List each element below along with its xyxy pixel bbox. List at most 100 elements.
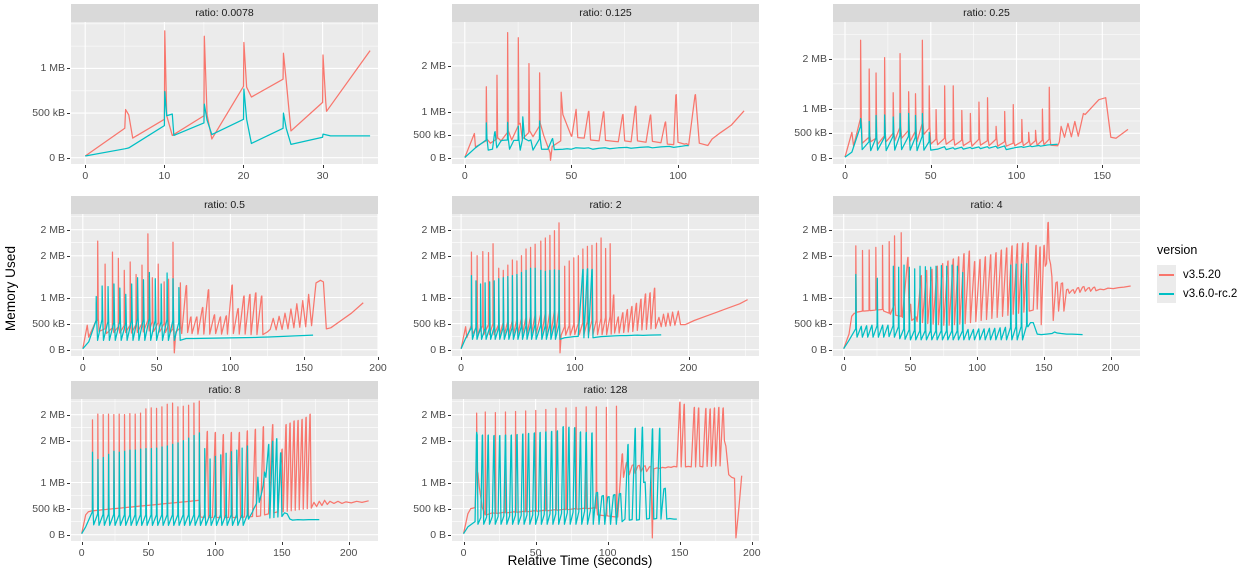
y-tick-label: 500 kB [413, 502, 446, 515]
x-tick-label: 100 [566, 362, 584, 374]
y-tick-mark [829, 158, 832, 160]
y-tick-mark [67, 255, 70, 257]
x-tick-mark [688, 357, 690, 360]
y-tick-label: 0 B [430, 152, 446, 165]
x-tick-label: 150 [670, 547, 689, 559]
y-tick-label: 0 B [811, 152, 827, 165]
y-tick-label: 2 MB [802, 249, 827, 262]
x-tick-label: 200 [1101, 362, 1120, 374]
y-tick-mark [67, 414, 70, 416]
plot-area [833, 22, 1140, 164]
y-tick-mark [829, 108, 832, 110]
x-tick-mark [535, 542, 537, 545]
y-tick-label: 1 MB [802, 291, 827, 304]
x-tick-mark [348, 542, 350, 545]
x-tick-label: 0 [461, 170, 468, 182]
x-tick-mark [751, 542, 753, 545]
y-tick-label: 2 MB [40, 249, 65, 262]
x-tick-mark [1110, 357, 1112, 360]
y-tick-label: 0 B [430, 528, 446, 541]
y-tick-label: 500 kB [413, 317, 446, 330]
legend-color-swatch [1157, 284, 1176, 303]
y-tick-label: 0 B [49, 343, 65, 356]
x-tick-label: 100 [1007, 170, 1026, 182]
x-tick-label: 10 [158, 170, 171, 182]
x-tick-mark [461, 357, 463, 360]
x-tick-label: 0 [460, 547, 467, 559]
y-tick-label: 500 kB [794, 317, 827, 330]
y-tick-label: 0 B [49, 528, 65, 541]
legend-title: version [1157, 243, 1198, 257]
x-tick-mark [1043, 357, 1045, 360]
x-tick-label: 150 [295, 362, 313, 374]
y-tick-label: 1 MB [421, 476, 446, 489]
plot-area [833, 214, 1140, 356]
x-tick-label: 0 [842, 170, 848, 182]
x-tick-label: 50 [904, 362, 917, 374]
y-tick-mark [448, 297, 451, 299]
x-tick-label: 0 [82, 170, 89, 182]
y-tick-label: 2 MB [40, 434, 65, 447]
y-tick-mark [67, 349, 70, 351]
x-tick-mark [215, 542, 217, 545]
y-tick-label: 2 MB [421, 434, 446, 447]
x-tick-mark [322, 165, 324, 168]
x-tick-label: 0 [458, 362, 465, 374]
y-tick-mark [448, 65, 451, 67]
y-tick-mark [67, 440, 70, 442]
y-axis-title: Memory Used [2, 245, 18, 332]
y-tick-label: 0 B [430, 343, 446, 356]
x-tick-label: 50 [565, 170, 578, 182]
facet-panel: ratio: 0.125 [452, 4, 759, 186]
y-tick-label: 1 MB [802, 102, 827, 115]
legend-item-label: v3.5.20 [1183, 268, 1221, 281]
y-tick-label: 1 MB [421, 106, 446, 119]
x-tick-label: 200 [743, 547, 761, 559]
x-tick-label: 200 [339, 547, 358, 559]
x-tick-label: 200 [679, 362, 698, 374]
facet-panel: ratio: 8 [71, 381, 378, 563]
facet-panel: ratio: 0.5 [71, 196, 378, 378]
y-tick-mark [67, 68, 70, 70]
y-tick-mark [67, 113, 70, 115]
y-tick-mark [829, 133, 832, 135]
y-tick-label: 500 kB [32, 317, 65, 330]
y-tick-mark [67, 323, 70, 325]
legend-item-label: v3.6.0-rc.2 [1183, 287, 1238, 300]
x-tick-label: 0 [840, 362, 847, 374]
y-tick-label: 2 MB [421, 249, 446, 262]
y-tick-label: 2 MB [802, 53, 827, 66]
x-tick-mark [230, 357, 232, 360]
y-tick-label: 2 MB [421, 223, 446, 236]
x-tick-mark [910, 357, 912, 360]
x-tick-label: 100 [968, 362, 986, 374]
x-tick-label: 50 [529, 547, 542, 559]
x-tick-label: 200 [369, 362, 387, 374]
y-tick-mark [829, 349, 832, 351]
x-tick-label: 100 [221, 362, 240, 374]
y-tick-mark [448, 349, 451, 351]
plot-area [71, 399, 378, 541]
y-tick-mark [448, 135, 451, 137]
x-tick-mark [164, 165, 166, 168]
x-tick-mark [148, 542, 150, 545]
facet-strip-label: ratio: 0.0078 [71, 4, 378, 22]
y-tick-mark [67, 157, 70, 159]
y-tick-label: 500 kB [413, 129, 446, 142]
x-tick-mark [977, 357, 979, 360]
x-tick-label: 50 [150, 362, 163, 374]
y-tick-label: 500 kB [794, 127, 827, 140]
y-tick-mark [829, 59, 832, 61]
plot-area [452, 22, 759, 164]
x-tick-label: 50 [142, 547, 155, 559]
x-tick-mark [571, 165, 573, 168]
facet-panel: ratio: 0.0078 [71, 4, 378, 186]
facet-panel: ratio: 2 [452, 196, 759, 378]
y-tick-mark [829, 229, 832, 231]
facet-strip-label: ratio: 8 [71, 381, 378, 399]
y-tick-mark [448, 508, 451, 510]
y-tick-label: 2 MB [40, 223, 65, 236]
facet-strip-label: ratio: 2 [452, 196, 759, 214]
y-tick-label: 500 kB [32, 502, 65, 515]
y-tick-mark [67, 482, 70, 484]
